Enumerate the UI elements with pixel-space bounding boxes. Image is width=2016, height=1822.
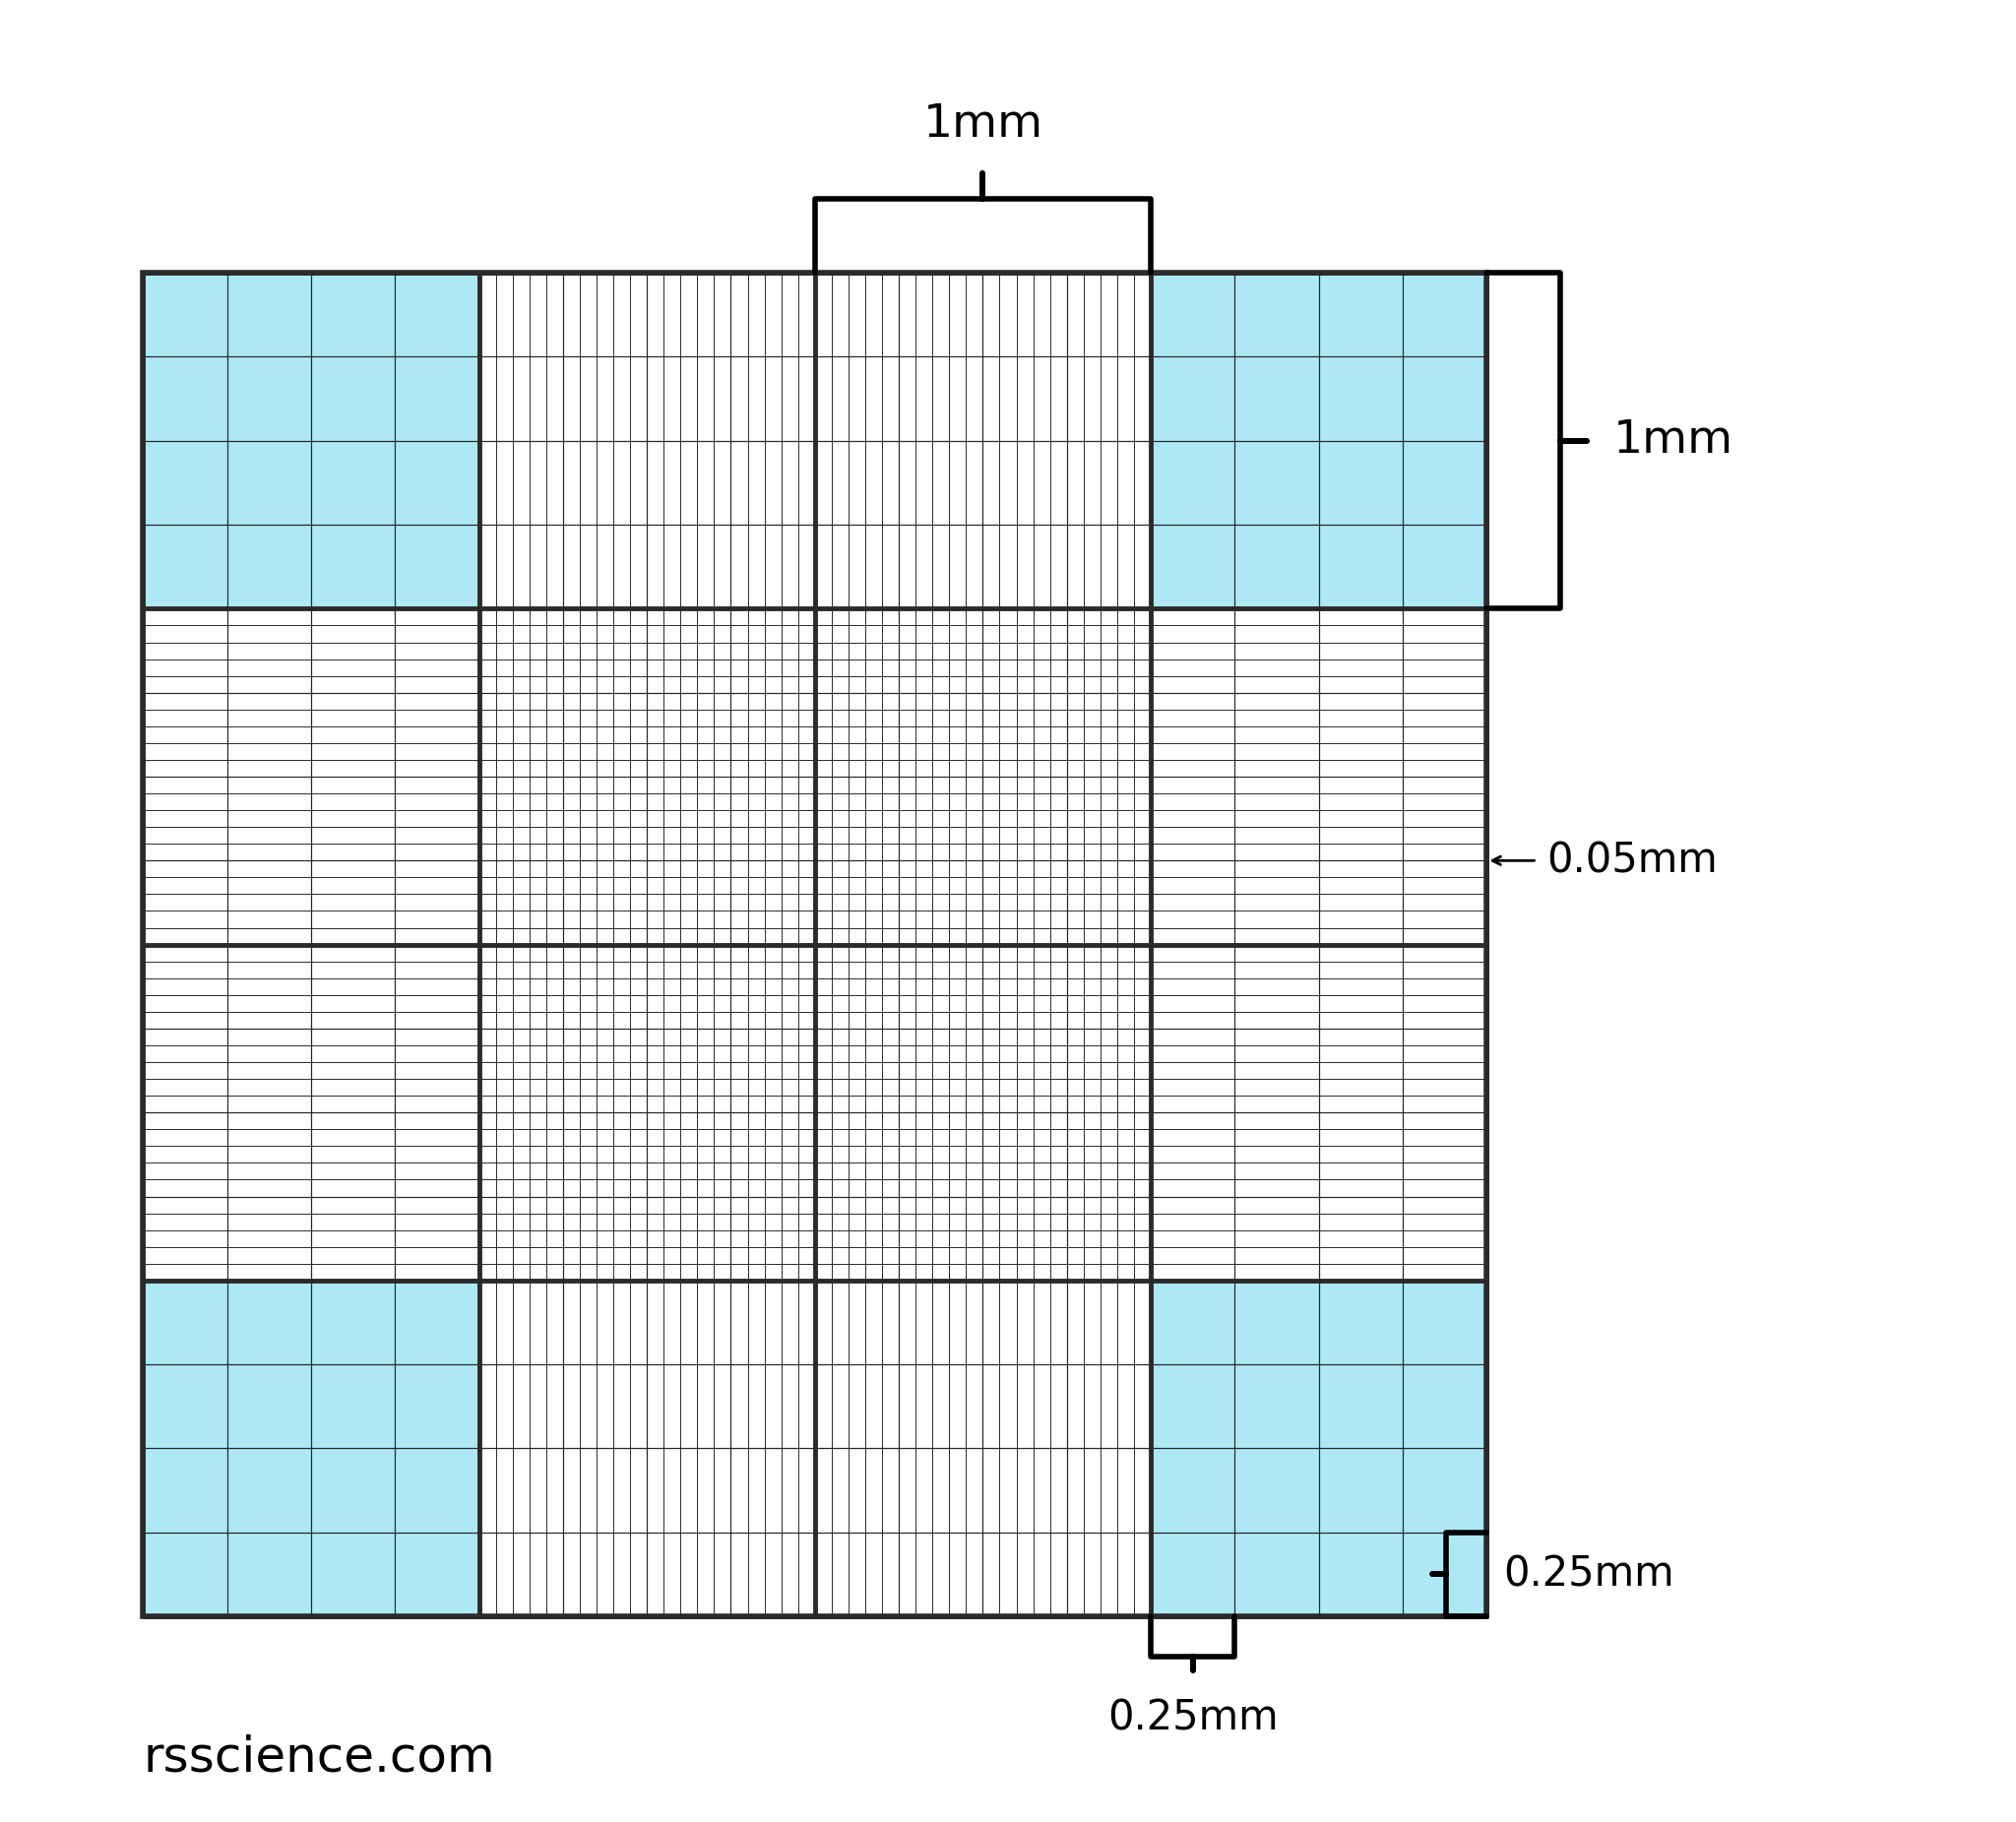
- Text: 1mm: 1mm: [1613, 419, 1734, 463]
- Text: 0.05mm: 0.05mm: [1546, 840, 1718, 882]
- Text: rsscience.com: rsscience.com: [143, 1735, 496, 1782]
- Bar: [143, 273, 480, 1616]
- Text: 0.25mm: 0.25mm: [1107, 1698, 1278, 1738]
- Text: 1mm: 1mm: [923, 102, 1042, 146]
- Bar: [143, 1281, 1486, 1616]
- Bar: [143, 609, 1486, 1281]
- Text: 0.25mm: 0.25mm: [1504, 1554, 1675, 1594]
- Bar: [480, 273, 1151, 1616]
- Bar: [143, 273, 1486, 609]
- Bar: [1151, 273, 1486, 1616]
- Bar: [143, 273, 1486, 1616]
- Bar: [143, 273, 1486, 1616]
